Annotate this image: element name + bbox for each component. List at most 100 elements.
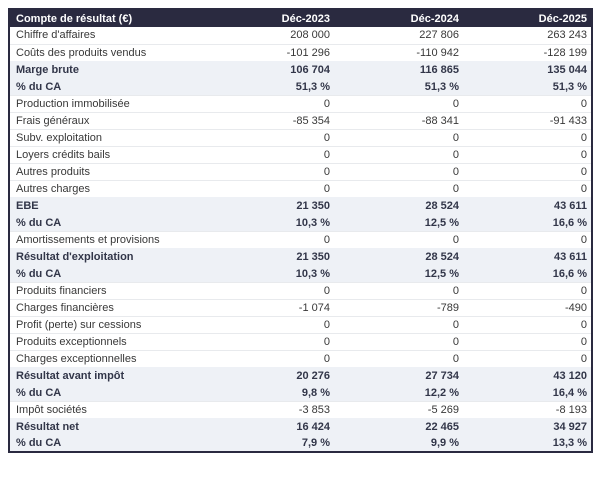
cell-dec-2023: 21 350 [205, 196, 334, 214]
cell-dec-2024: -110 942 [334, 43, 463, 61]
table-row: Produits financiers 0 0 0 [9, 281, 592, 299]
cell-dec-2024: 0 [334, 281, 463, 299]
table-row: EBE 21 350 28 524 43 611 [9, 196, 592, 214]
table-row: % du CA 7,9 % 9,9 % 13,3 % [9, 434, 592, 452]
cell-dec-2024: 27 734 [334, 366, 463, 384]
cell-dec-2023: 0 [205, 128, 334, 146]
cell-dec-2025: 51,3 % [463, 77, 592, 95]
cell-dec-2024: 12,2 % [334, 383, 463, 401]
cell-dec-2025: 43 120 [463, 366, 592, 384]
column-header-dec-2025: Déc-2025 [463, 9, 592, 27]
row-label: Charges financières [9, 298, 205, 316]
table-row: Autres charges 0 0 0 [9, 179, 592, 197]
cell-dec-2024: 116 865 [334, 60, 463, 78]
cell-dec-2024: -88 341 [334, 111, 463, 129]
cell-dec-2025: 16,4 % [463, 383, 592, 401]
row-label: % du CA [9, 77, 205, 95]
cell-dec-2023: 0 [205, 281, 334, 299]
row-label: Charges exceptionnelles [9, 349, 205, 367]
table-row: Subv. exploitation 0 0 0 [9, 128, 592, 146]
table-row: Impôt sociétés -3 853 -5 269 -8 193 [9, 400, 592, 418]
cell-dec-2023: 0 [205, 145, 334, 163]
cell-dec-2023: 9,8 % [205, 383, 334, 401]
cell-dec-2023: 0 [205, 349, 334, 367]
cell-dec-2025: -91 433 [463, 111, 592, 129]
cell-dec-2023: 208 000 [205, 27, 334, 44]
cell-dec-2025: 34 927 [463, 417, 592, 435]
row-label: Chiffre d'affaires [9, 27, 205, 44]
cell-dec-2024: 0 [334, 145, 463, 163]
row-label: Production immobilisée [9, 94, 205, 112]
cell-dec-2024: 9,9 % [334, 434, 463, 452]
cell-dec-2023: 51,3 % [205, 77, 334, 95]
row-label: Amortissements et provisions [9, 230, 205, 248]
cell-dec-2025: 43 611 [463, 247, 592, 265]
cell-dec-2024: 0 [334, 128, 463, 146]
table-row: Amortissements et provisions 0 0 0 [9, 230, 592, 248]
row-label: Impôt sociétés [9, 400, 205, 418]
cell-dec-2025: 0 [463, 281, 592, 299]
table-row: Profit (perte) sur cessions 0 0 0 [9, 315, 592, 333]
row-label: Résultat d'exploitation [9, 247, 205, 265]
cell-dec-2025: -128 199 [463, 43, 592, 61]
row-label: % du CA [9, 213, 205, 231]
table-row: Chiffre d'affaires 208 000 227 806 263 2… [9, 27, 592, 44]
table-row: Autres produits 0 0 0 [9, 162, 592, 180]
row-label: Coûts des produits vendus [9, 43, 205, 61]
table-body: Chiffre d'affaires 208 000 227 806 263 2… [9, 27, 592, 452]
table-header-row: Compte de résultat (€) Déc-2023 Déc-2024… [9, 9, 592, 27]
table-row: Frais généraux -85 354 -88 341 -91 433 [9, 111, 592, 129]
cell-dec-2023: -101 296 [205, 43, 334, 61]
cell-dec-2024: 0 [334, 94, 463, 112]
cell-dec-2024: 22 465 [334, 417, 463, 435]
table-row: Résultat avant impôt 20 276 27 734 43 12… [9, 366, 592, 384]
cell-dec-2025: 16,6 % [463, 264, 592, 282]
cell-dec-2023: 21 350 [205, 247, 334, 265]
cell-dec-2023: -85 354 [205, 111, 334, 129]
table-row: Charges exceptionnelles 0 0 0 [9, 349, 592, 367]
cell-dec-2024: 0 [334, 332, 463, 350]
row-label: Marge brute [9, 60, 205, 78]
row-label: % du CA [9, 264, 205, 282]
cell-dec-2025: 13,3 % [463, 434, 592, 452]
cell-dec-2023: -1 074 [205, 298, 334, 316]
cell-dec-2024: 28 524 [334, 196, 463, 214]
income-statement-table: Compte de résultat (€) Déc-2023 Déc-2024… [8, 8, 593, 453]
row-label: Résultat net [9, 417, 205, 435]
cell-dec-2025: 0 [463, 332, 592, 350]
cell-dec-2024: 0 [334, 315, 463, 333]
cell-dec-2024: 0 [334, 162, 463, 180]
cell-dec-2023: 0 [205, 94, 334, 112]
cell-dec-2023: 0 [205, 179, 334, 197]
table-row: Résultat net 16 424 22 465 34 927 [9, 417, 592, 435]
cell-dec-2023: 20 276 [205, 366, 334, 384]
cell-dec-2025: 0 [463, 230, 592, 248]
cell-dec-2024: -5 269 [334, 400, 463, 418]
cell-dec-2025: 16,6 % [463, 213, 592, 231]
cell-dec-2025: 135 044 [463, 60, 592, 78]
cell-dec-2023: 0 [205, 162, 334, 180]
table-row: % du CA 10,3 % 12,5 % 16,6 % [9, 264, 592, 282]
cell-dec-2023: 0 [205, 315, 334, 333]
cell-dec-2025: 43 611 [463, 196, 592, 214]
cell-dec-2025: -8 193 [463, 400, 592, 418]
row-label: Subv. exploitation [9, 128, 205, 146]
cell-dec-2024: 12,5 % [334, 264, 463, 282]
cell-dec-2023: 106 704 [205, 60, 334, 78]
table-row: Charges financières -1 074 -789 -490 [9, 298, 592, 316]
row-label: Autres produits [9, 162, 205, 180]
cell-dec-2024: 0 [334, 349, 463, 367]
cell-dec-2024: -789 [334, 298, 463, 316]
row-label: EBE [9, 196, 205, 214]
table-row: Marge brute 106 704 116 865 135 044 [9, 60, 592, 78]
cell-dec-2023: 0 [205, 332, 334, 350]
cell-dec-2023: 10,3 % [205, 213, 334, 231]
cell-dec-2024: 12,5 % [334, 213, 463, 231]
cell-dec-2023: 7,9 % [205, 434, 334, 452]
cell-dec-2024: 51,3 % [334, 77, 463, 95]
row-label: Loyers crédits bails [9, 145, 205, 163]
cell-dec-2025: 0 [463, 94, 592, 112]
table-row: Résultat d'exploitation 21 350 28 524 43… [9, 247, 592, 265]
row-label: Autres charges [9, 179, 205, 197]
table-title: Compte de résultat (€) [9, 9, 205, 27]
